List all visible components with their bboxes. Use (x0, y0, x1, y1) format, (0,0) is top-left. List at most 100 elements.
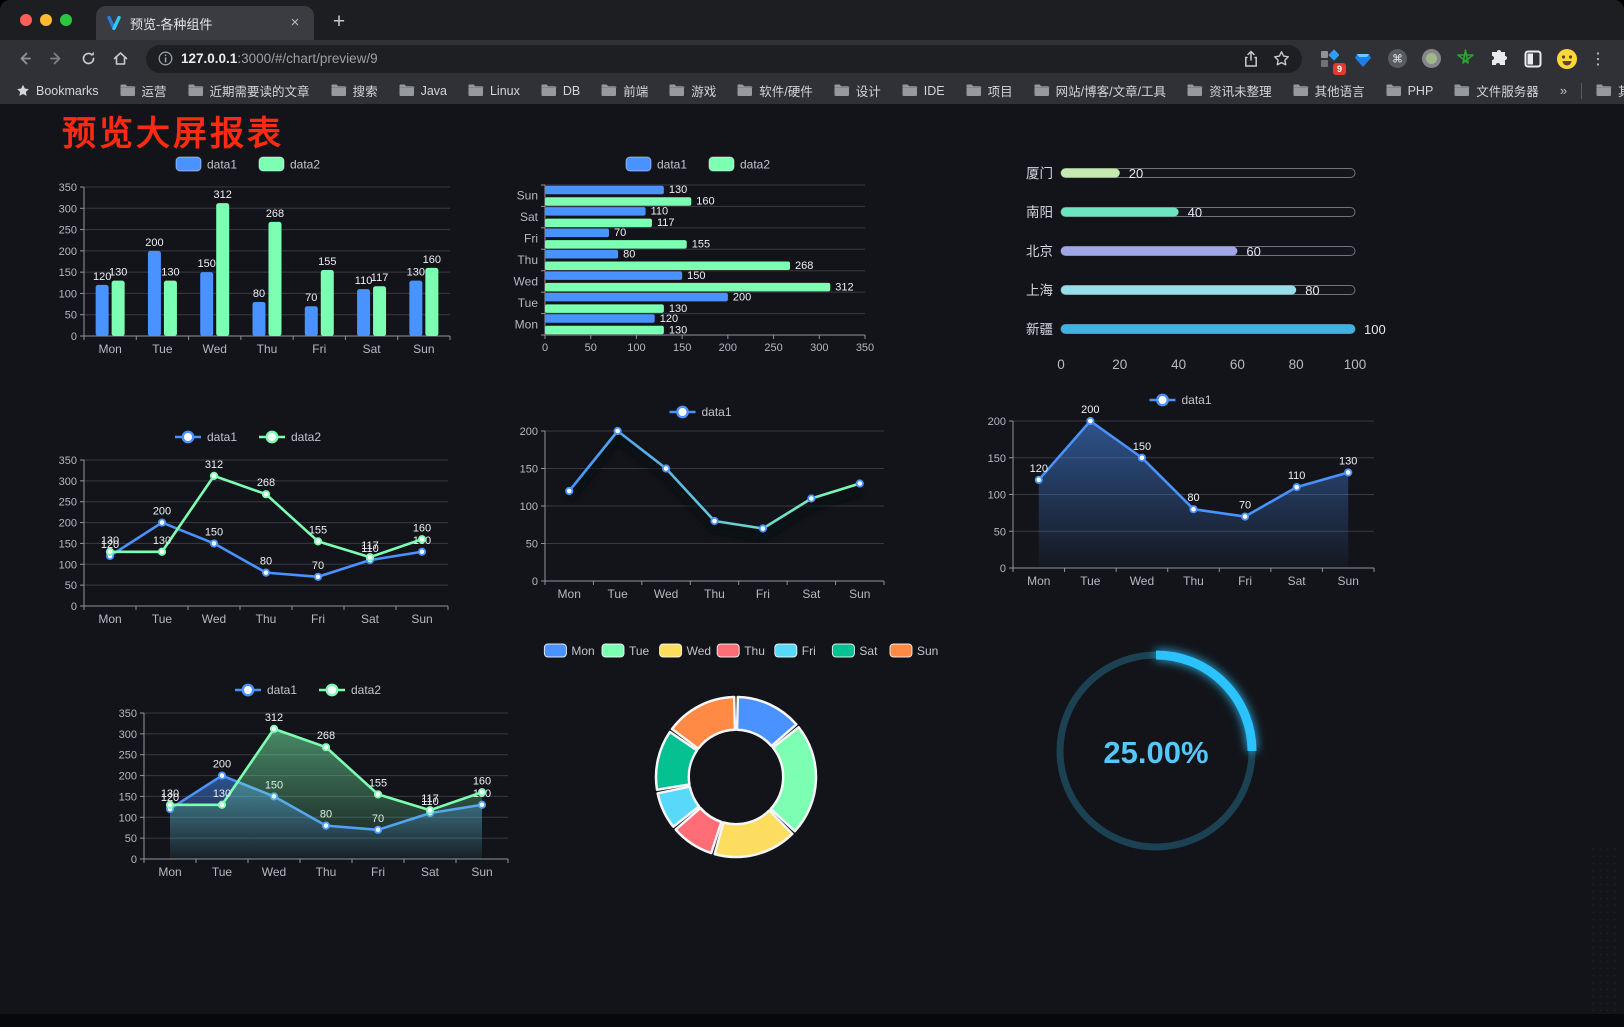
point-data1-Fri[interactable] (313, 572, 323, 581)
bookmark-folder[interactable]: 设计 (834, 81, 881, 100)
point-data1-Fri[interactable] (758, 524, 768, 533)
address-bar[interactable]: 127.0.0.1:3000/#/chart/preview/9 (146, 44, 1302, 73)
bar-data1-Wed[interactable] (545, 271, 683, 280)
point-data1-Wed[interactable] (1137, 453, 1147, 462)
bookmark-folder[interactable]: 游戏 (669, 81, 716, 100)
point-data2-Thu[interactable] (261, 490, 271, 499)
legend-item-data1[interactable]: data1 (1149, 393, 1212, 407)
share-icon[interactable] (1243, 50, 1259, 68)
chart-area-single[interactable]: 0 50 100 150 200 Mon Tue Wed Thu Fri Sat Sun 120 200 1… (975, 387, 1390, 594)
point-data1-Mon[interactable] (1034, 475, 1043, 484)
bar-data1-Fri[interactable] (304, 306, 318, 336)
point-data2-Fri[interactable] (373, 790, 383, 799)
bar-data1-Sat[interactable] (545, 207, 646, 216)
legend-item-data2[interactable]: data2 (259, 430, 321, 444)
point-data2-Sun[interactable] (417, 535, 427, 544)
back-button[interactable] (10, 45, 38, 73)
bookmark-folder[interactable]: 软件/硬件 (737, 81, 813, 100)
bar-data1-Thu[interactable] (252, 301, 266, 336)
bar-data1-Tue[interactable] (545, 292, 728, 302)
legend-item-Mon[interactable]: Mon (543, 643, 595, 658)
bar-data2-Mon[interactable] (111, 280, 125, 336)
bookmark-folder[interactable]: 运营 (120, 81, 167, 100)
chart-line-gradient[interactable]: 0 50 100 150 200 Mon Tue Wed Thu Fri Sat Sun data1 (505, 399, 900, 609)
legend-item-data1[interactable]: data1 (669, 405, 732, 419)
point-data1-Sat[interactable] (1292, 483, 1301, 492)
other-bookmarks-folder[interactable]: 其他书签 (1596, 81, 1624, 100)
series-data1[interactable]: 120 200 150 80 70 110 130 (93, 237, 425, 336)
chart-gauge[interactable]: 25.00% (1040, 639, 1370, 884)
point-data1-Fri[interactable] (1240, 512, 1250, 521)
bar-data2-Sat[interactable] (373, 286, 387, 336)
progress-row-上海[interactable]: 上海 80 (1026, 283, 1356, 298)
new-tab-button[interactable]: + (332, 10, 346, 33)
bar-data2-Tue[interactable] (545, 304, 664, 313)
bookmark-folder[interactable]: Java (399, 81, 447, 100)
point-data2-Tue[interactable] (157, 547, 167, 556)
bar-data2-Tue[interactable] (163, 280, 177, 336)
bookmark-star-icon[interactable] (1273, 50, 1290, 67)
extension-star-icon[interactable] (1454, 48, 1476, 70)
chart-grouped-bar[interactable]: 0 50 100 150 200 250 300 350 Mon Tue Wed Thu Fri Sat S… (40, 149, 460, 364)
bookmark-folder[interactable]: Linux (468, 81, 520, 100)
pie-slice-Mon[interactable] (735, 695, 798, 748)
legend-item-Tue[interactable]: Tue (601, 643, 650, 658)
bar-data1-Sun[interactable] (409, 280, 423, 336)
series-data2[interactable]: 130 130 312 268 155 117 160 (109, 189, 441, 336)
bookmark-folder[interactable]: 网站/博客/文章/工具 (1034, 81, 1166, 100)
legend-item-Fri[interactable]: Fri (774, 643, 816, 658)
bar-data1-Tue[interactable] (147, 250, 161, 336)
bar-data1-Thu[interactable] (545, 250, 619, 259)
bar-data2-Sun[interactable] (545, 197, 692, 206)
point-data1-Mon[interactable] (565, 486, 574, 496)
bookmark-folder[interactable]: DB (541, 81, 580, 100)
point-data2-Tue[interactable] (217, 800, 227, 809)
bookmarks-manager[interactable]: Bookmarks (16, 84, 99, 98)
extension-monkey-icon[interactable] (1420, 48, 1442, 70)
site-info-icon[interactable] (158, 51, 173, 66)
bookmark-folder[interactable]: 其他语言 (1293, 81, 1365, 100)
point-data2-Mon[interactable] (165, 800, 175, 809)
legend-item-Thu[interactable]: Thu (716, 643, 765, 658)
point-data1-Wed[interactable] (209, 539, 219, 548)
bar-data1-Mon[interactable] (95, 284, 109, 336)
bar-data2-Thu[interactable] (268, 221, 282, 336)
bar-data2-Wed[interactable] (545, 282, 831, 292)
extension-gem-icon[interactable] (1352, 48, 1374, 70)
maximize-window-button[interactable] (60, 14, 72, 26)
point-data2-Sun[interactable] (477, 788, 487, 797)
series-data2[interactable]: 160 117 155 268 312 130 130 (545, 196, 854, 337)
series-data1[interactable] (565, 426, 864, 541)
legend-item-data1[interactable]: data1 (235, 683, 297, 697)
point-data1-Tue[interactable] (217, 771, 227, 780)
point-data1-Tue[interactable] (613, 426, 622, 436)
home-button[interactable] (106, 45, 134, 73)
profile-avatar[interactable] (1556, 48, 1578, 70)
point-data2-Sat[interactable] (365, 553, 375, 562)
chart-progress-bars[interactable]: 厦门 20 南阳 40 北京 60 上海 80 新疆 100 0 20 40 60 80 100 (995, 151, 1390, 386)
bookmark-folder[interactable]: IDE (902, 81, 945, 100)
bookmark-folder[interactable]: PHP (1386, 81, 1433, 100)
legend-item-Sat[interactable]: Sat (831, 643, 878, 658)
point-data1-Tue[interactable] (1086, 416, 1095, 426)
extension-command-icon[interactable]: ⌘ (1386, 48, 1408, 70)
bookmark-folder[interactable]: 资讯未整理 (1187, 81, 1272, 100)
browser-tab[interactable]: 预览-各种组件 × (96, 6, 314, 40)
point-data1-Thu[interactable] (710, 516, 719, 526)
split-view-icon[interactable] (1522, 48, 1544, 70)
bookmark-folder[interactable]: 近期需要读的文章 (188, 81, 310, 100)
reload-button[interactable] (74, 45, 102, 73)
legend-item-data1[interactable]: data1 (625, 156, 687, 172)
series-data2[interactable]: 130 130 312 268 155 117 160 (161, 712, 491, 859)
point-data1-Sun[interactable] (1344, 468, 1353, 477)
pie-slice-Sun[interactable] (670, 695, 737, 750)
point-data2-Sat[interactable] (425, 806, 435, 815)
pie-slice-Tue[interactable] (769, 725, 818, 833)
legend-item-data2[interactable]: data2 (319, 683, 381, 697)
bar-data2-Sat[interactable] (545, 218, 652, 228)
point-data2-Wed[interactable] (209, 471, 219, 480)
legend-item-data1[interactable]: data1 (175, 156, 237, 172)
progress-row-厦门[interactable]: 厦门 20 (1026, 166, 1356, 181)
point-data1-Sun[interactable] (855, 479, 864, 488)
